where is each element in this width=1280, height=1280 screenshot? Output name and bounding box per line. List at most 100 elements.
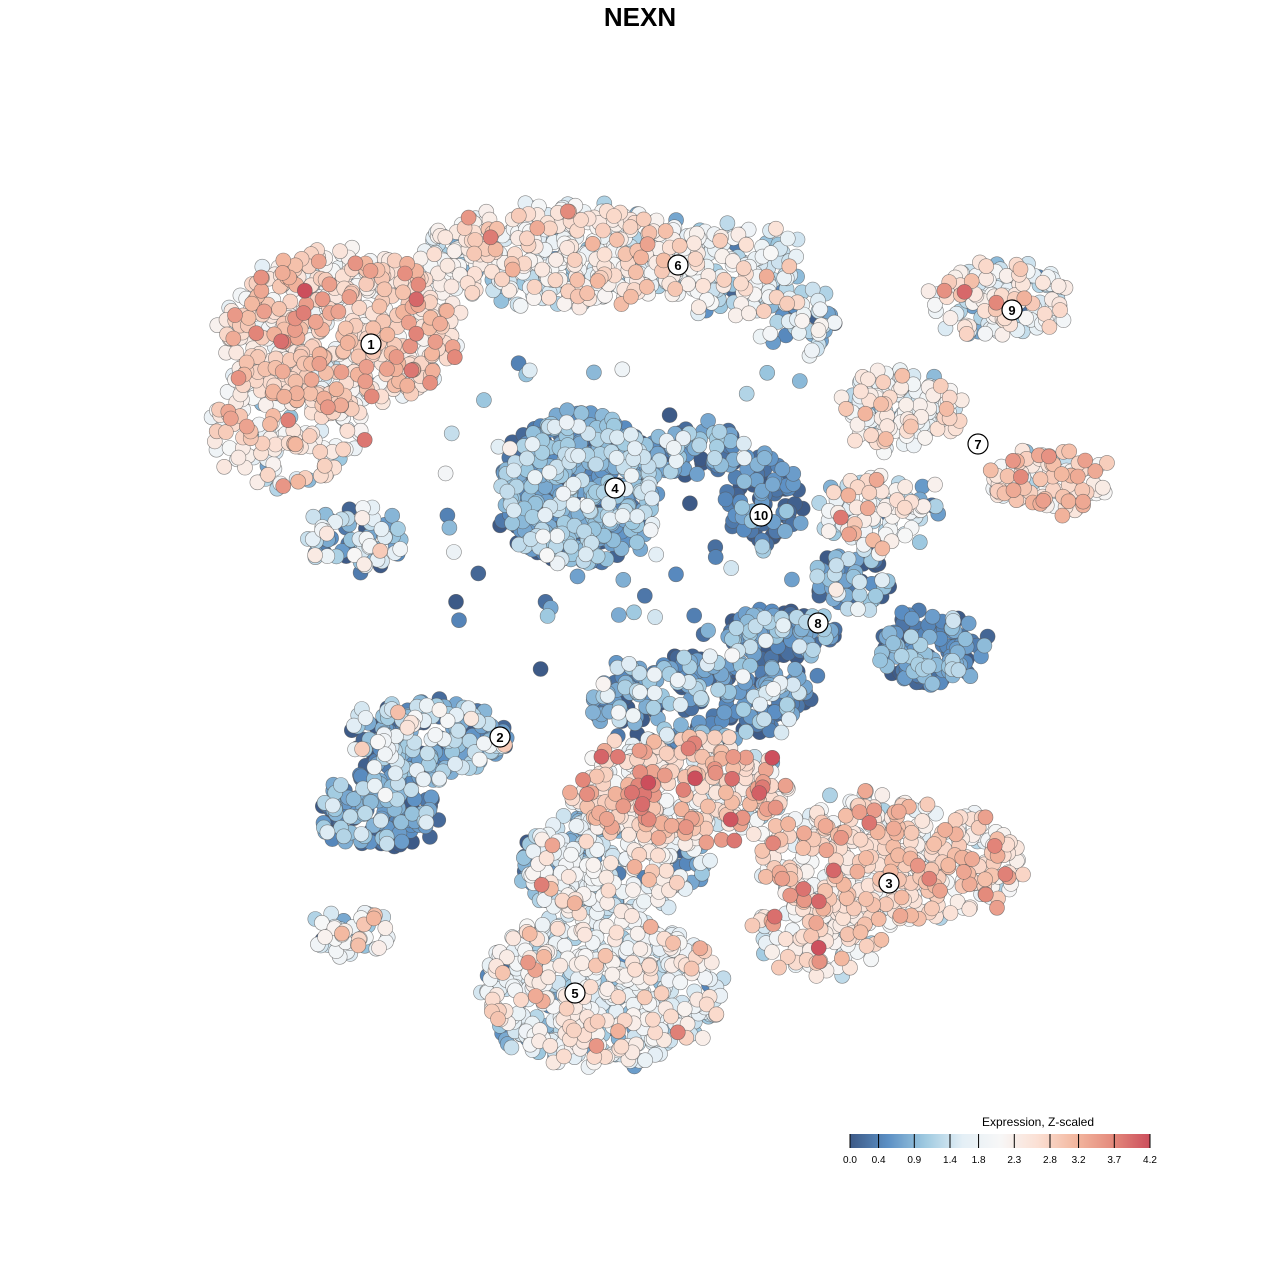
scatter-point bbox=[610, 607, 627, 623]
scatter-point bbox=[333, 777, 349, 793]
scatter-point bbox=[903, 628, 919, 645]
scatter-point bbox=[687, 251, 704, 267]
scatter-point bbox=[576, 926, 593, 943]
scatter-point bbox=[568, 818, 585, 834]
scatter-point bbox=[745, 826, 762, 842]
scatter-point bbox=[548, 251, 564, 268]
scatter-point bbox=[387, 765, 404, 782]
scatter-point bbox=[609, 429, 625, 446]
scatter-point bbox=[596, 246, 613, 263]
scatter-point bbox=[560, 868, 577, 885]
scatter-point bbox=[600, 882, 617, 899]
scatter-point bbox=[399, 719, 416, 736]
scatter-point bbox=[439, 257, 456, 274]
scatter-point bbox=[961, 901, 978, 917]
scatter-point bbox=[574, 955, 590, 971]
scatter-point bbox=[555, 485, 572, 502]
scatter-point bbox=[614, 508, 631, 524]
scatter-point bbox=[919, 796, 936, 813]
scatter-point bbox=[476, 392, 492, 408]
scatter-point bbox=[505, 462, 522, 479]
scatter-point bbox=[271, 300, 287, 317]
scatter-point bbox=[852, 383, 869, 400]
scatter-point bbox=[1095, 479, 1111, 496]
scatter-point bbox=[627, 961, 643, 978]
scatter-point bbox=[820, 523, 837, 540]
scatter-point bbox=[804, 342, 820, 359]
scatter-point bbox=[641, 957, 658, 974]
scatter-point bbox=[647, 609, 663, 625]
scatter-point bbox=[1032, 471, 1049, 488]
scatter-point bbox=[706, 450, 723, 466]
scatter-point bbox=[721, 729, 737, 746]
scatter-point bbox=[669, 672, 686, 688]
scatter-point bbox=[734, 499, 750, 516]
scatter-point bbox=[999, 468, 1016, 484]
scatter-point bbox=[903, 418, 919, 435]
scatter-point bbox=[646, 685, 663, 701]
scatter-point bbox=[354, 510, 371, 526]
scatter-point bbox=[316, 457, 333, 474]
scatter-point bbox=[805, 642, 821, 658]
scatter-point bbox=[527, 469, 543, 486]
scatter-point bbox=[724, 647, 741, 664]
scatter-point bbox=[623, 467, 640, 484]
scatter-point bbox=[810, 322, 827, 338]
scatter-point bbox=[539, 547, 555, 564]
scatter-point bbox=[218, 424, 234, 440]
scatter-point bbox=[537, 507, 554, 523]
scatter-point bbox=[395, 284, 411, 301]
scatter-point bbox=[781, 711, 797, 728]
scatter-point bbox=[534, 916, 551, 933]
scatter-point bbox=[431, 770, 448, 787]
scatter-point bbox=[339, 422, 356, 439]
scatter-point bbox=[658, 745, 675, 762]
scatter-point bbox=[549, 528, 566, 544]
scatter-point bbox=[610, 704, 627, 721]
scatter-point bbox=[558, 414, 575, 431]
scatter-point bbox=[741, 305, 757, 322]
scatter-point bbox=[441, 519, 458, 536]
scatter-point bbox=[566, 1022, 582, 1039]
scatter-point bbox=[625, 707, 642, 724]
scatter-point bbox=[791, 638, 808, 655]
scatter-point bbox=[676, 649, 692, 666]
scatter-point bbox=[512, 297, 529, 314]
scatter-point bbox=[393, 833, 410, 850]
scatter-point bbox=[717, 491, 734, 508]
scatter-point bbox=[825, 484, 842, 501]
scatter-point bbox=[735, 435, 752, 452]
scatter-point bbox=[809, 568, 826, 585]
scatter-point bbox=[342, 808, 359, 825]
scatter-point bbox=[736, 450, 753, 467]
scatter-point bbox=[778, 503, 795, 519]
scatter-point bbox=[371, 940, 387, 956]
scatter-point bbox=[682, 495, 698, 512]
scatter-point bbox=[650, 847, 666, 864]
scatter-point bbox=[542, 1038, 559, 1054]
scatter-point bbox=[549, 920, 566, 937]
scatter-point bbox=[710, 681, 727, 698]
scatter-point bbox=[1036, 306, 1053, 322]
scatter-point bbox=[586, 364, 602, 381]
scatter-point bbox=[569, 272, 586, 288]
scatter-point bbox=[757, 632, 774, 649]
scatter-point bbox=[556, 1048, 572, 1065]
scatter-point bbox=[872, 652, 888, 669]
scatter-point bbox=[697, 970, 713, 986]
scatter-point bbox=[373, 812, 389, 829]
scatter-point bbox=[521, 362, 538, 379]
scatter-point bbox=[665, 440, 682, 456]
scatter-point bbox=[446, 243, 463, 259]
scatter-point bbox=[541, 464, 558, 481]
scatter-point bbox=[267, 436, 284, 453]
scatter-point bbox=[754, 538, 771, 555]
scatter-point bbox=[332, 243, 348, 259]
scatter-point bbox=[822, 787, 838, 804]
scatter-point bbox=[621, 655, 637, 672]
scatter-point bbox=[738, 723, 754, 740]
scatter-point bbox=[443, 278, 460, 295]
scatter-point bbox=[588, 768, 605, 785]
scatter-point bbox=[950, 662, 967, 679]
scatter-point bbox=[648, 546, 665, 563]
